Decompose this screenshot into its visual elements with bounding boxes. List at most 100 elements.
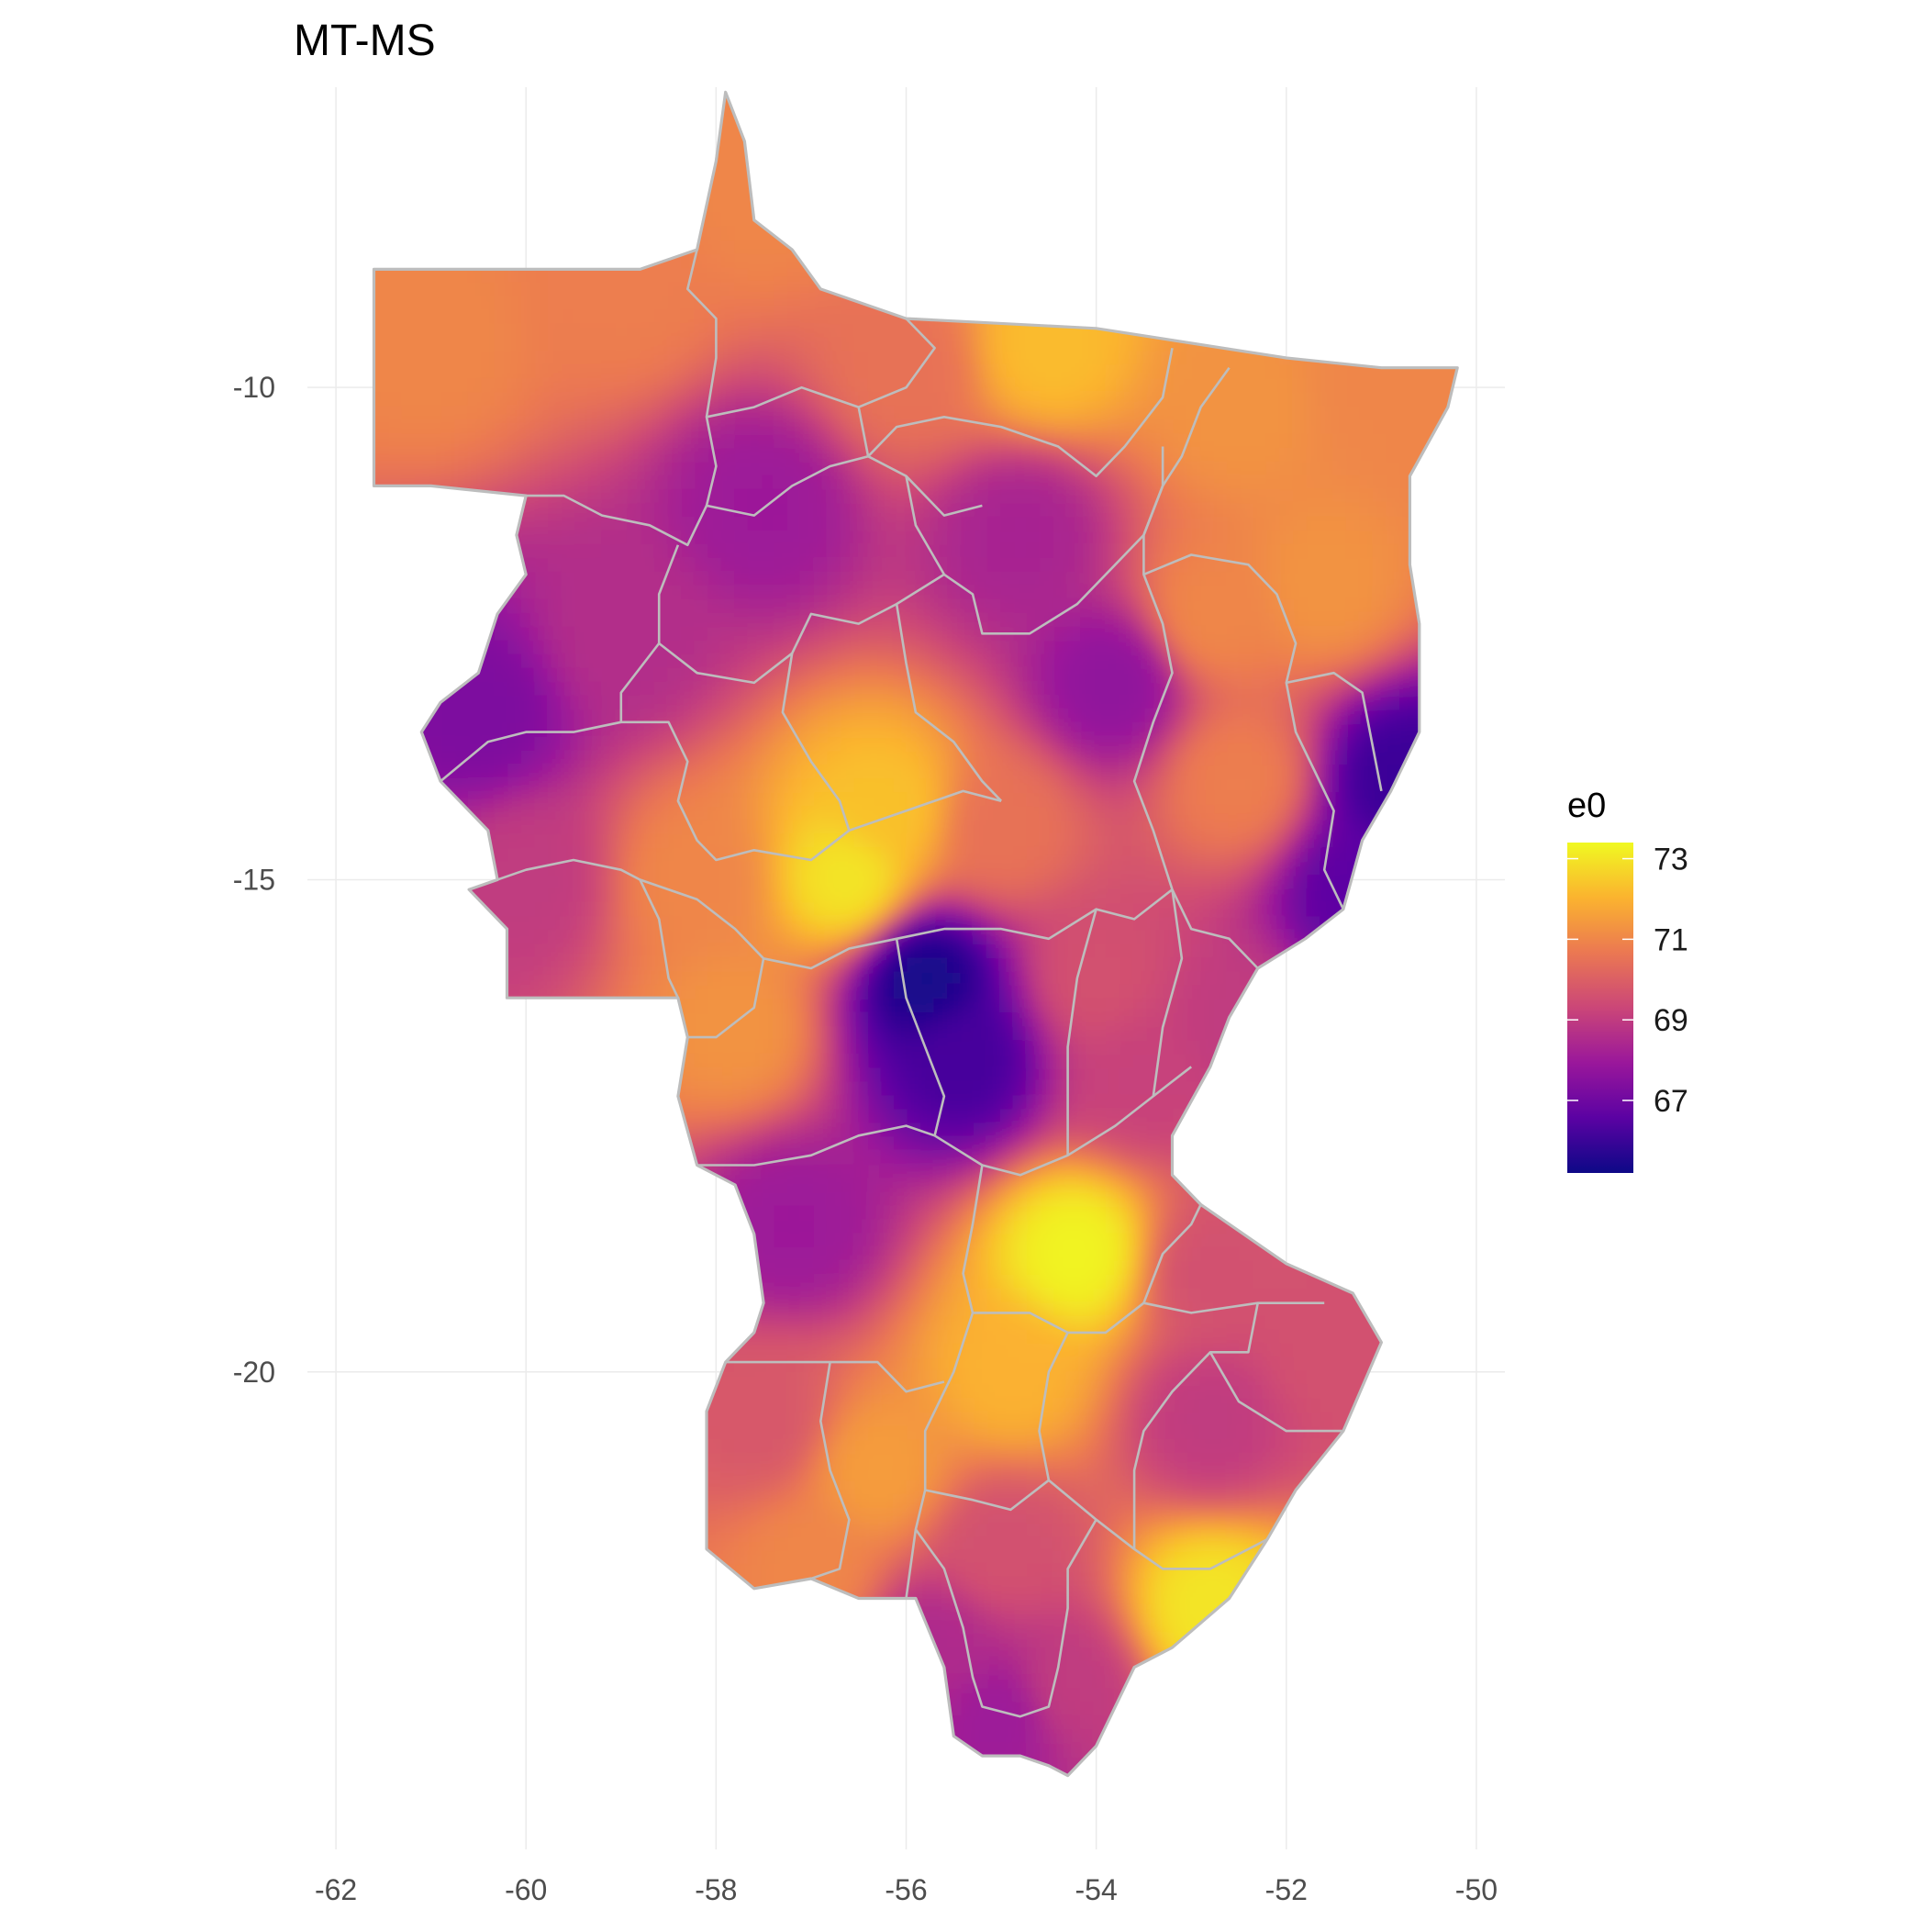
heat-cell <box>854 765 869 779</box>
heat-cell <box>641 379 656 394</box>
heat-cell <box>908 213 922 228</box>
heat-cell <box>588 641 603 655</box>
heat-cell <box>787 544 802 559</box>
heat-cell <box>1293 696 1308 710</box>
heat-cell <box>1053 723 1068 738</box>
heat-cell <box>548 709 563 724</box>
heat-cell <box>1333 240 1348 255</box>
heat-cell <box>1280 407 1295 421</box>
heat-cell <box>947 462 962 476</box>
heat-cell <box>455 517 470 531</box>
heat-cell <box>1107 544 1121 559</box>
heat-cell <box>814 337 829 352</box>
heat-cell <box>920 172 935 186</box>
heat-cell <box>1466 833 1481 848</box>
heat-cell <box>508 254 523 269</box>
heat-cell <box>1067 309 1082 324</box>
heat-cell <box>1107 572 1121 586</box>
heat-cell <box>1387 503 1401 518</box>
heat-cell <box>641 861 656 876</box>
heat-cell <box>402 503 417 518</box>
heat-cell <box>1453 861 1467 876</box>
heat-cell <box>1160 778 1175 793</box>
heat-cell <box>628 323 642 338</box>
heat-cell <box>495 558 509 573</box>
heat-cell <box>628 227 642 241</box>
heat-cell <box>854 475 869 490</box>
heat-cell <box>429 586 443 600</box>
heat-cell <box>1080 599 1095 614</box>
heat-cell <box>1240 613 1254 628</box>
heat-cell <box>468 75 483 90</box>
heat-cell <box>854 586 869 600</box>
heat-cell <box>841 765 855 779</box>
heat-cell <box>908 448 922 463</box>
heat-cell <box>1041 806 1055 821</box>
heat-cell <box>601 420 616 435</box>
heat-cell <box>574 530 589 545</box>
heat-cell <box>1320 586 1334 600</box>
heat-cell <box>535 352 550 366</box>
heat-cell <box>574 240 589 255</box>
heat-cell <box>601 627 616 642</box>
heat-cell <box>695 558 709 573</box>
heat-cell <box>455 393 470 408</box>
heat-cell <box>482 558 496 573</box>
heat-cell <box>668 847 683 862</box>
heat-cell <box>654 737 669 752</box>
heat-cell <box>1320 558 1334 573</box>
heat-cell <box>349 448 363 463</box>
heat-cell <box>535 434 550 449</box>
heat-cell <box>402 337 417 352</box>
heat-cell <box>1413 75 1428 90</box>
heat-cell <box>1280 393 1295 408</box>
heat-cell <box>1133 558 1148 573</box>
heat-cell <box>1041 654 1055 669</box>
heat-cell <box>495 668 509 683</box>
heat-cell <box>402 103 417 117</box>
heat-cell <box>615 737 629 752</box>
heat-cell <box>601 696 616 710</box>
heat-cell <box>1293 654 1308 669</box>
heat-cell <box>1320 751 1334 765</box>
heat-cell <box>482 282 496 296</box>
heat-cell <box>801 172 816 186</box>
heat-cell <box>1253 213 1268 228</box>
heat-cell <box>761 709 775 724</box>
heat-cell <box>1067 117 1082 131</box>
heat-cell <box>814 792 829 807</box>
heat-cell <box>521 282 536 296</box>
heat-cell <box>1120 185 1135 200</box>
heat-cell <box>495 709 509 724</box>
heat-cell <box>721 737 736 752</box>
heat-cell <box>1346 213 1361 228</box>
heat-cell <box>1426 668 1441 683</box>
heat-cell <box>828 668 842 683</box>
heat-cell <box>1213 517 1228 531</box>
heat-cell <box>1067 778 1082 793</box>
heat-cell <box>1227 489 1242 504</box>
heat-cell <box>574 709 589 724</box>
heat-cell <box>974 875 988 889</box>
heat-cell <box>1413 558 1428 573</box>
heat-cell <box>987 696 1002 710</box>
heat-cell <box>588 352 603 366</box>
heat-cell <box>1387 199 1401 214</box>
heat-cell <box>854 806 869 821</box>
heat-cell <box>814 682 829 697</box>
heat-cell <box>628 365 642 380</box>
heat-cell <box>1080 434 1095 449</box>
heat-cell <box>349 558 363 573</box>
heat-cell <box>814 696 829 710</box>
heat-cell <box>1147 448 1162 463</box>
heat-cell <box>1094 172 1108 186</box>
heat-cell <box>482 89 496 104</box>
heat-cell <box>974 530 988 545</box>
heat-cell <box>1014 144 1029 159</box>
heat-cell <box>588 393 603 408</box>
heat-cell <box>1186 199 1201 214</box>
heat-cell <box>375 792 390 807</box>
heat-cell <box>761 765 775 779</box>
heat-cell <box>814 420 829 435</box>
heat-cell <box>707 213 722 228</box>
